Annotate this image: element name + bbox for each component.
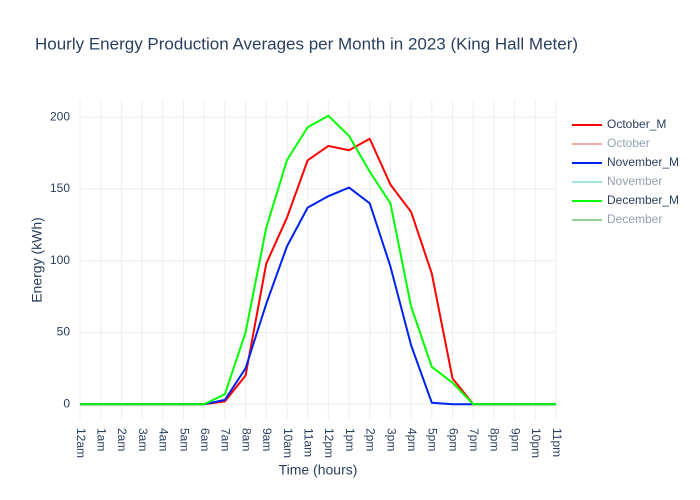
x-tick-label: 8pm	[488, 428, 502, 451]
x-tick-label: 6am	[198, 428, 212, 451]
legend-label[interactable]: November	[607, 174, 662, 188]
x-tick-label: 1pm	[343, 428, 357, 451]
x-tick-label: 9pm	[508, 428, 522, 451]
x-tick-label: 6pm	[446, 428, 460, 451]
x-tick-label: 5am	[177, 428, 191, 451]
line-series	[80, 114, 556, 406]
x-tick-label: 10am	[281, 428, 295, 458]
x-tick-label: 4pm	[405, 428, 419, 451]
line-series	[80, 137, 556, 406]
x-tick-label: 12am	[74, 428, 88, 458]
legend-label[interactable]: October_M	[607, 117, 666, 131]
y-tick-label: 200	[50, 109, 70, 123]
x-tick-label: 11am	[301, 428, 315, 457]
x-tick-label: 7am	[219, 428, 233, 451]
y-tick-label: 50	[57, 325, 71, 339]
x-tick-label: 3pm	[384, 428, 398, 451]
x-tick-label: 8am	[239, 428, 253, 451]
chart-title: Hourly Energy Production Averages per Mo…	[35, 34, 578, 53]
y-tick-label: 150	[50, 181, 70, 195]
x-tick-label: 11pm	[550, 428, 564, 457]
x-tick-label: 12pm	[322, 428, 336, 458]
x-tick-label: 10pm	[529, 428, 543, 458]
x-tick-label: 7pm	[467, 428, 481, 451]
line-series	[80, 186, 556, 406]
x-tick-label: 2am	[115, 428, 129, 451]
legend-label[interactable]: October	[607, 136, 650, 150]
legend-label[interactable]: December	[607, 212, 662, 226]
legend-label[interactable]: November_M	[607, 155, 679, 169]
legend-label[interactable]: December_M	[607, 193, 679, 207]
x-tick-label: 1am	[95, 428, 109, 451]
x-tick-label: 5pm	[426, 428, 440, 451]
y-axis-title: Energy (kWh)	[29, 217, 45, 303]
y-tick-label: 100	[50, 253, 70, 267]
x-axis-title: Time (hours)	[279, 462, 358, 478]
y-tick-label: 0	[63, 396, 70, 410]
x-tick-label: 4am	[157, 428, 171, 451]
x-tick-label: 2pm	[364, 428, 378, 451]
x-tick-label: 3am	[136, 428, 150, 451]
x-tick-label: 9am	[260, 428, 274, 451]
